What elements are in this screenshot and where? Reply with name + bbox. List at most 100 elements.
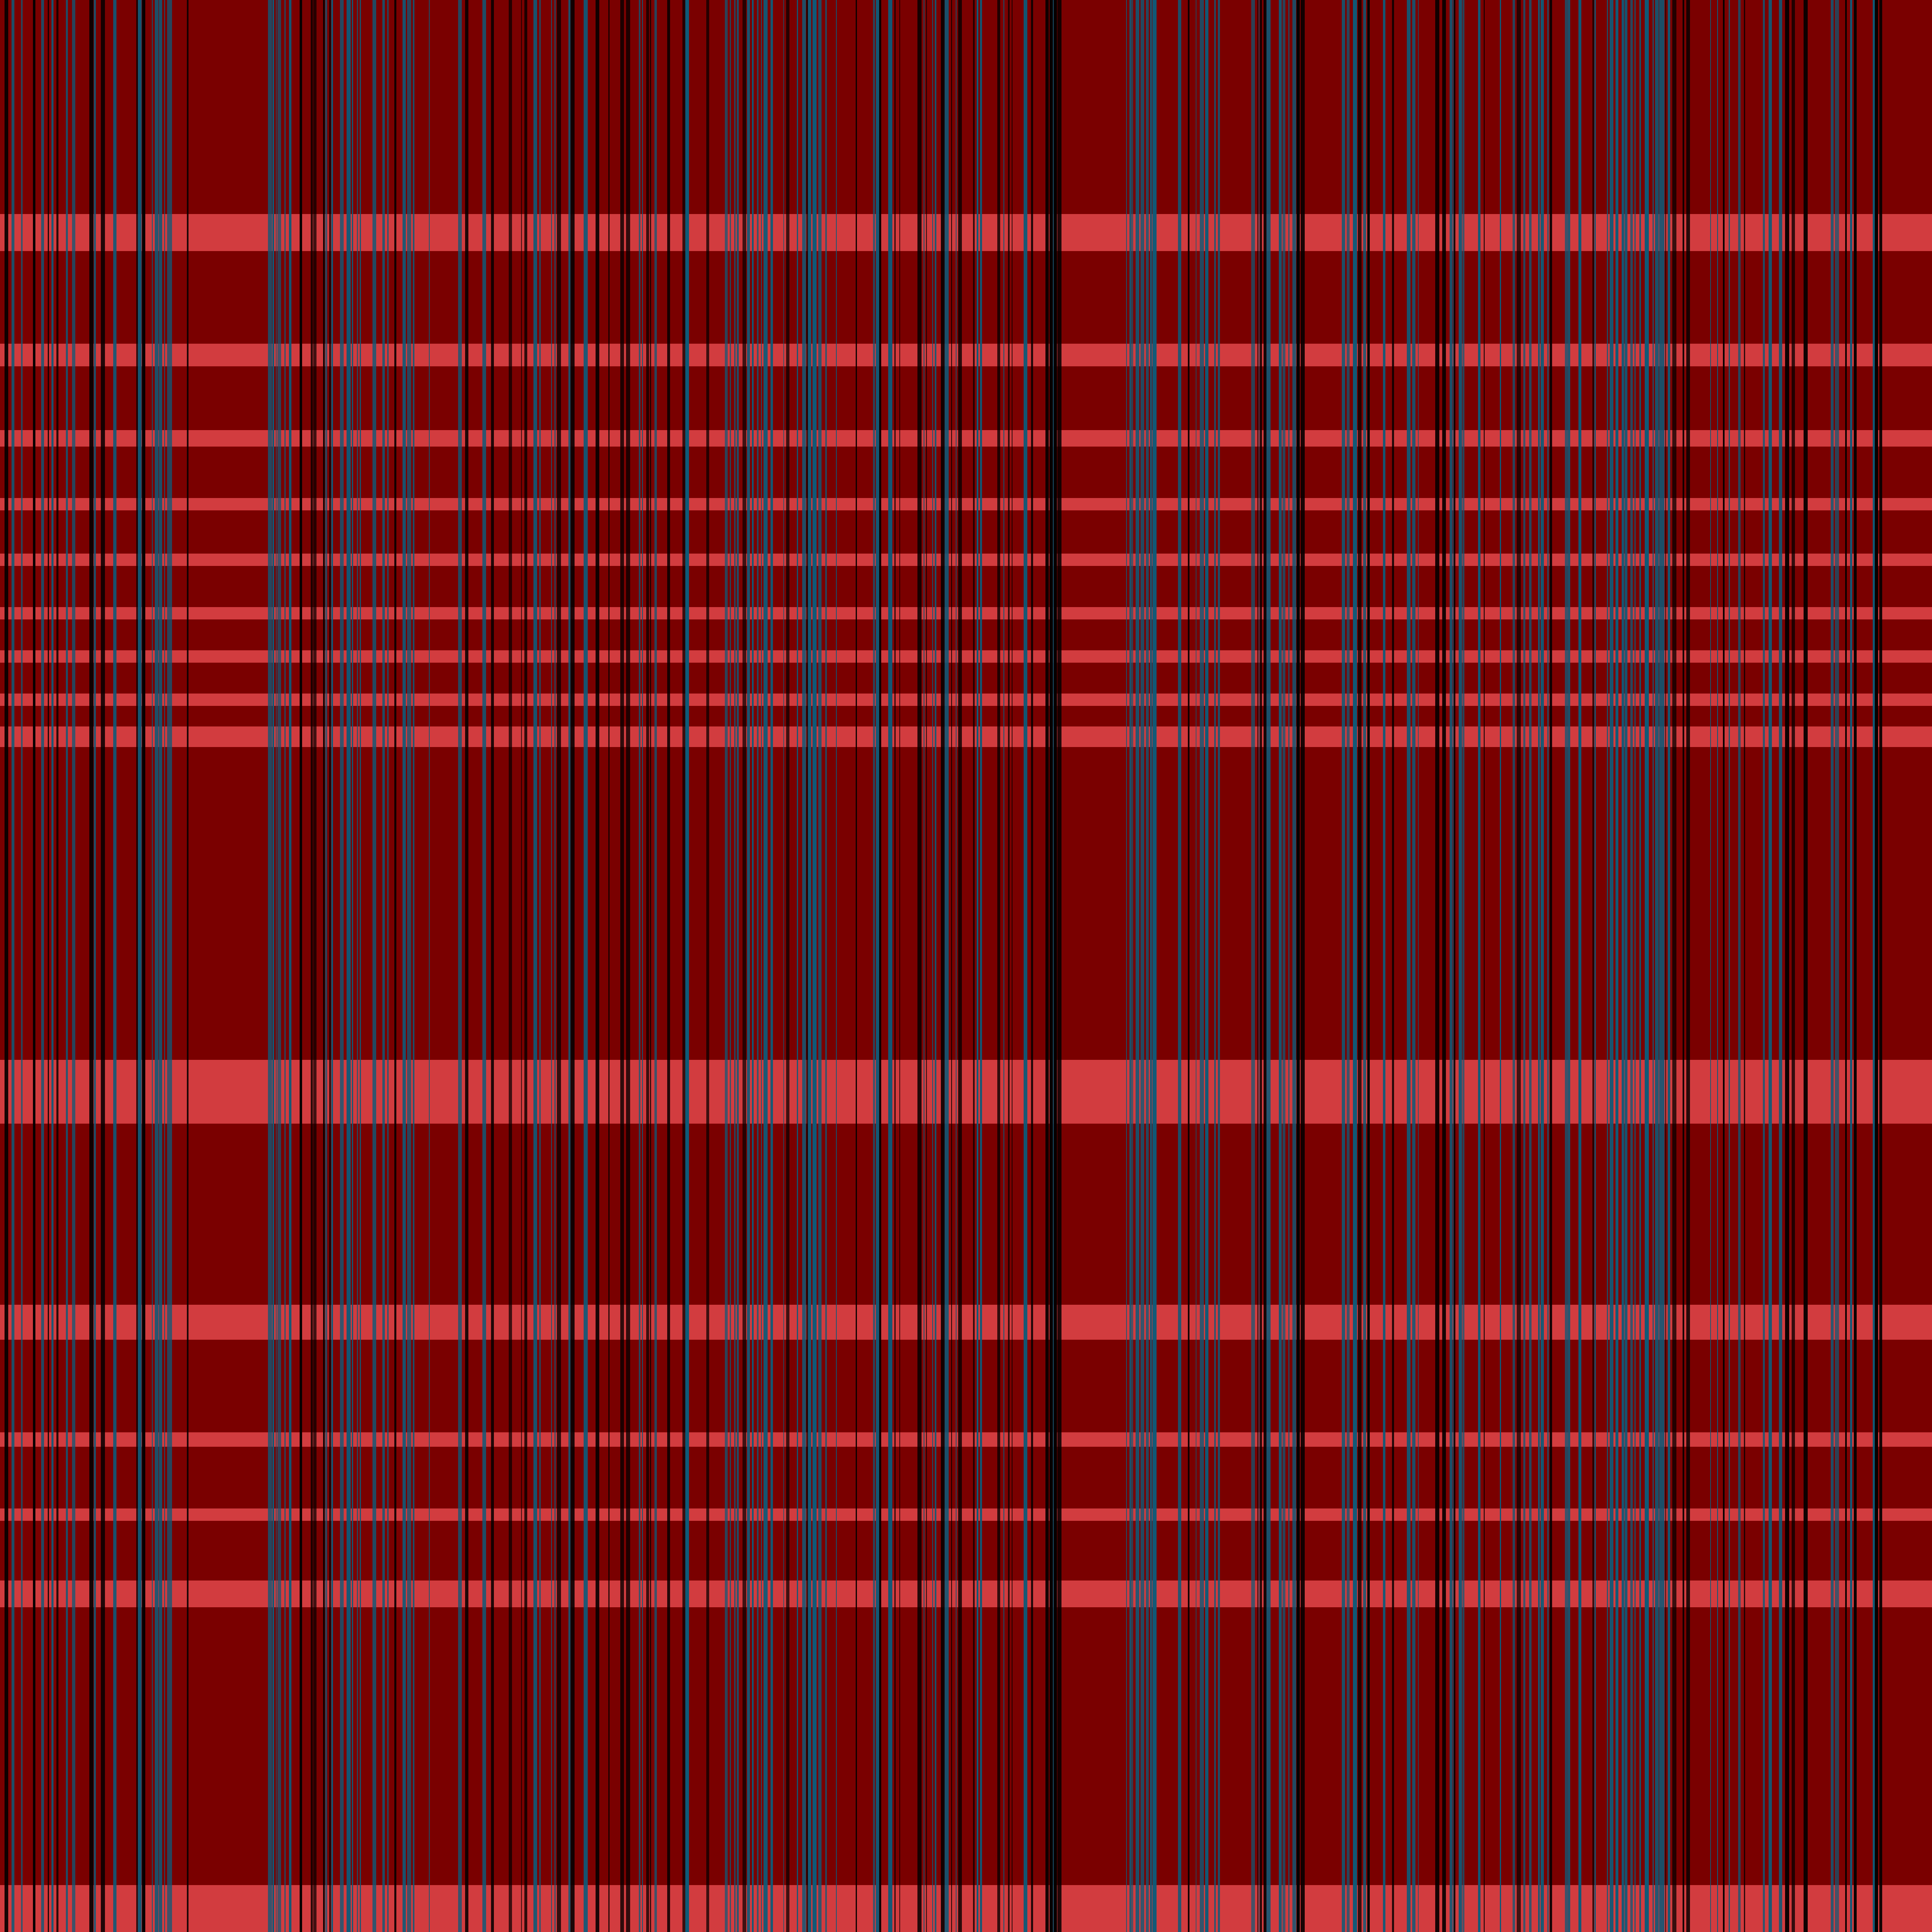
teal-stripe <box>977 0 978 1932</box>
dark-stripe <box>1454 0 1455 1932</box>
teal-stripe <box>797 0 798 1932</box>
dark-stripe <box>1592 0 1594 1932</box>
teal-stripe <box>113 0 116 1932</box>
teal-stripe <box>360 0 361 1932</box>
teal-stripe <box>825 0 827 1932</box>
dark-stripe <box>1484 0 1485 1932</box>
dark-stripe <box>997 0 1000 1932</box>
dark-stripe <box>879 0 881 1932</box>
dark-stripe <box>313 0 317 1932</box>
dark-stripe <box>1442 0 1446 1932</box>
teal-stripe <box>1136 0 1139 1932</box>
teal-stripe <box>357 0 358 1932</box>
teal-stripe <box>1251 0 1255 1932</box>
dark-divider <box>1297 0 1300 1932</box>
dark-stripe <box>1257 0 1258 1932</box>
dark-divider <box>1054 0 1057 1932</box>
teal-stripe <box>1578 0 1581 1932</box>
teal-stripe <box>980 0 982 1932</box>
teal-stripe <box>1146 0 1149 1932</box>
dark-stripe <box>323 0 325 1932</box>
dark-stripe <box>743 0 746 1932</box>
teal-stripe <box>1152 0 1157 1932</box>
teal-stripe <box>1547 0 1549 1932</box>
teal-stripe <box>138 0 142 1932</box>
teal-stripe <box>935 0 936 1932</box>
teal-stripe <box>155 0 158 1932</box>
teal-stripe <box>639 0 640 1932</box>
teal-stripe <box>1655 0 1659 1932</box>
dark-divider <box>1875 0 1878 1932</box>
dark-stripe <box>1723 0 1725 1932</box>
dark-stripe <box>682 0 685 1932</box>
dark-stripe <box>89 0 93 1932</box>
dark-stripe <box>806 0 808 1932</box>
teal-stripe <box>1283 0 1285 1932</box>
teal-stripe <box>642 0 643 1932</box>
teal-stripe <box>164 0 165 1932</box>
teal-stripe <box>272 0 274 1932</box>
teal-stripe <box>1850 0 1852 1932</box>
teal-stripe <box>372 0 376 1932</box>
teal-stripe <box>1710 0 1711 1932</box>
teal-stripe <box>1459 0 1462 1932</box>
dark-stripe <box>557 0 561 1932</box>
teal-stripe <box>1769 0 1772 1932</box>
teal-stripe <box>1523 0 1525 1932</box>
teal-stripe <box>94 0 96 1932</box>
teal-stripe <box>276 0 277 1932</box>
dark-stripe <box>1550 0 1552 1932</box>
teal-stripe <box>1462 0 1464 1932</box>
teal-stripe <box>1634 0 1636 1932</box>
dark-stripe <box>1367 0 1370 1932</box>
teal-stripe <box>72 0 75 1932</box>
teal-stripe <box>808 0 811 1932</box>
dark-stripe <box>136 0 138 1932</box>
dark-stripe <box>329 0 331 1932</box>
dark-stripe <box>1792 0 1795 1932</box>
teal-stripe <box>382 0 385 1932</box>
dark-stripe <box>706 0 709 1932</box>
teal-stripe <box>1615 0 1618 1932</box>
teal-stripe <box>1763 0 1765 1932</box>
dark-stripe <box>491 0 494 1932</box>
dark-stripe <box>300 0 302 1932</box>
teal-stripe <box>761 0 762 1932</box>
dark-stripe <box>650 0 651 1932</box>
teal-stripe <box>1453 0 1454 1932</box>
dark-stripe <box>1012 0 1013 1932</box>
dark-stripe <box>142 0 145 1932</box>
teal-stripe <box>159 0 162 1932</box>
dark-stripe <box>1686 0 1690 1932</box>
dark-stripe <box>667 0 670 1932</box>
teal-stripe <box>818 0 822 1932</box>
dark-stripe <box>1854 0 1857 1932</box>
teal-stripe <box>1383 0 1385 1932</box>
teal-stripe <box>539 0 541 1932</box>
dark-stripe <box>596 0 599 1932</box>
teal-stripe <box>325 0 327 1932</box>
dark-stripe <box>1188 0 1189 1932</box>
teal-stripe <box>584 0 588 1932</box>
teal-stripe <box>413 0 414 1932</box>
teal-stripe <box>347 0 351 1932</box>
teal-stripe <box>352 0 353 1932</box>
dark-stripe <box>894 0 896 1932</box>
teal-stripe <box>1659 0 1660 1932</box>
dark-stripe <box>917 0 922 1932</box>
dark-stripe <box>394 0 396 1932</box>
dark-stripe <box>1045 0 1049 1932</box>
teal-stripe <box>685 0 689 1932</box>
teal-stripe <box>757 0 759 1932</box>
dark-stripe <box>856 0 857 1932</box>
teal-stripe <box>277 0 281 1932</box>
teal-stripe <box>533 0 537 1932</box>
dark-stripe <box>524 0 527 1932</box>
dark-stripe <box>626 0 630 1932</box>
dark-stripe <box>1683 0 1684 1932</box>
teal-stripe <box>167 0 170 1932</box>
dark-stripe <box>620 0 624 1932</box>
dark-stripe <box>1672 0 1676 1932</box>
teal-stripe <box>1363 0 1366 1932</box>
